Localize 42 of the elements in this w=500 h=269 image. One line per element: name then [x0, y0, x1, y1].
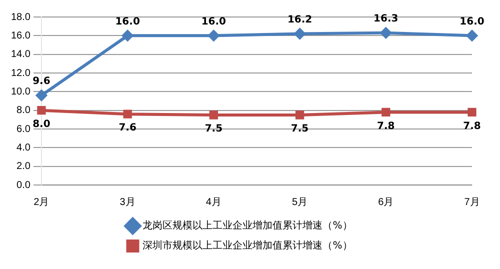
data-label: 8.0	[32, 118, 50, 130]
x-tick-label: 3月	[120, 196, 136, 208]
y-tick-label: 12.0	[10, 68, 31, 79]
point	[382, 108, 390, 117]
y-tick-label: 18.0	[10, 12, 31, 23]
y-tick-label: 2.0	[16, 161, 31, 172]
point	[208, 30, 220, 42]
point	[36, 90, 47, 101]
point	[295, 110, 304, 120]
x-tick-label: 4月	[206, 196, 222, 208]
y-tick-label: 10.0	[10, 86, 31, 98]
point	[123, 110, 132, 118]
data-label: 9.6	[32, 76, 50, 87]
point	[466, 30, 478, 42]
data-label: 16.0	[460, 16, 484, 28]
point	[380, 27, 392, 38]
data-label: 16.3	[374, 13, 398, 24]
y-tick-label: 0.0	[16, 180, 31, 191]
data-label: 16.0	[201, 16, 226, 28]
data-label: 7.5	[290, 124, 309, 135]
data-label: 16.2	[287, 14, 312, 26]
data-label: 7.6	[118, 122, 136, 134]
y-tick-label: 4.0	[16, 142, 31, 154]
data-label: 7.8	[463, 120, 481, 132]
legend-label: 深圳市规模以上工业企业增加值累计增速（%）	[142, 240, 352, 252]
x-tick-label: 5月	[292, 196, 308, 208]
legend-label: 龙岗区规模以上工业企业增加值累计增速（%）	[142, 220, 352, 232]
y-tick-label: 8.0	[16, 105, 31, 116]
data-label: 16.0	[115, 16, 140, 28]
point	[122, 30, 134, 42]
data-label: 7.5	[204, 124, 223, 135]
point	[294, 28, 306, 40]
x-tick-label: 2月	[34, 196, 50, 208]
point	[37, 106, 46, 115]
data-label: 7.8	[377, 120, 395, 132]
point	[209, 110, 218, 120]
x-tick-label: 7月	[464, 196, 480, 208]
y-tick-label: 16.0	[10, 30, 31, 42]
y-tick-label: 14.0	[10, 49, 31, 60]
y-tick-label: 6.0	[16, 124, 31, 135]
x-tick-label: 6月	[378, 196, 394, 208]
point	[468, 108, 476, 117]
